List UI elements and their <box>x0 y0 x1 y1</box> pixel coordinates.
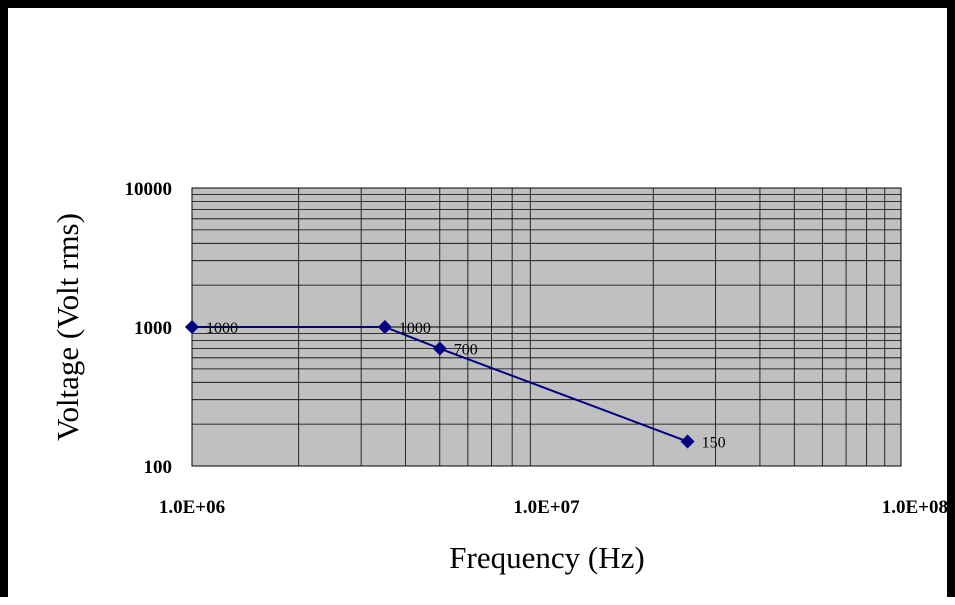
series-layer: 1000 1000 700 150 <box>185 320 726 452</box>
y-axis-title: Voltage (Volt rms) <box>50 213 85 441</box>
series-line <box>192 326 688 443</box>
data-point-marker <box>432 341 447 356</box>
grid-lines <box>192 188 901 467</box>
x-axis-title: Frequency (Hz) <box>449 540 644 575</box>
data-label: 1000 <box>399 320 431 337</box>
y-axis-ticks: 10000 1000 100 <box>125 179 173 478</box>
data-label: 700 <box>454 342 478 359</box>
y-tick-label: 1000 <box>134 318 172 339</box>
data-point-marker <box>185 320 199 334</box>
x-tick-label: 1.0E+08 <box>882 497 948 518</box>
y-tick-label: 100 <box>144 457 173 478</box>
data-label: 150 <box>702 435 726 452</box>
data-point-marker <box>680 434 695 449</box>
data-point-marker <box>377 320 392 334</box>
x-tick-label: 1.0E+06 <box>159 497 225 518</box>
x-axis-ticks: 1.0E+06 1.0E+07 1.0E+08 <box>159 497 948 518</box>
x-tick-label: 1.0E+07 <box>513 497 580 518</box>
data-label: 1000 <box>206 320 238 337</box>
y-tick-label: 10000 <box>125 179 173 200</box>
